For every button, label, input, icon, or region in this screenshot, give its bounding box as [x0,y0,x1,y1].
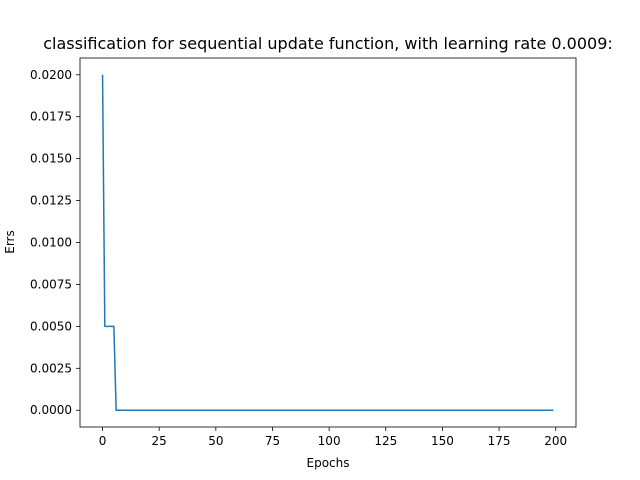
y-tick-label: 0.0200 [30,68,72,82]
chart-title: classification for sequential update fun… [43,34,613,53]
plot-area: 0 25 50 75 100 125 150 175 200 0.0000 0.0025 0.0050… [30,57,577,448]
y-tick-label: 0.0125 [30,194,72,208]
y-tick-label: 0.0100 [30,236,72,250]
y-tick-label: 0.0050 [30,319,72,333]
y-tick-label: 0.0000 [30,403,72,417]
x-axis-label: Epochs [307,456,350,470]
x-tick-label: 125 [374,434,397,448]
x-tick-label: 200 [544,434,567,448]
y-tick-label: 0.0150 [30,152,72,166]
x-tick-label: 100 [318,434,341,448]
x-tick-label: 75 [265,434,280,448]
y-tick-label: 0.0025 [30,361,72,375]
y-tick-label: 0.0175 [30,110,72,124]
y-tick-label: 0.0075 [30,277,72,291]
x-tick-label: 50 [208,434,223,448]
x-tick-label: 175 [488,434,511,448]
x-tick-label: 150 [431,434,454,448]
x-tick-label: 0 [99,434,107,448]
x-tick-label: 25 [152,434,167,448]
y-axis-label: Errs [3,230,17,254]
series-line-0 [101,74,554,411]
